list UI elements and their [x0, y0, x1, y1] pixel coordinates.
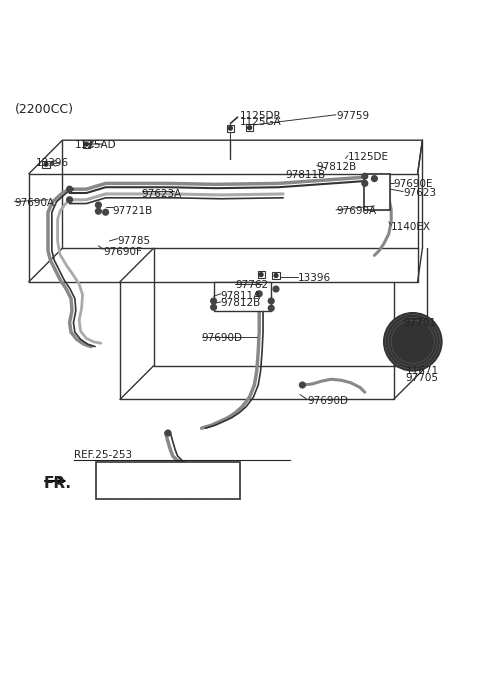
Text: 97690A: 97690A: [336, 206, 376, 216]
Bar: [96, 462, 240, 499]
Circle shape: [268, 298, 274, 304]
Text: 97785: 97785: [118, 236, 151, 246]
Text: 13396: 13396: [298, 273, 331, 283]
Circle shape: [211, 305, 216, 310]
Text: 11671: 11671: [406, 365, 439, 375]
Text: 97811B: 97811B: [286, 170, 326, 180]
Circle shape: [103, 210, 108, 215]
Text: REF.25-253: REF.25-253: [74, 450, 132, 460]
Text: 13396: 13396: [36, 158, 69, 168]
Circle shape: [396, 324, 430, 359]
Text: 97811A: 97811A: [221, 290, 261, 301]
Circle shape: [406, 334, 420, 349]
Text: 97623: 97623: [403, 188, 436, 198]
Text: (2200CC): (2200CC): [14, 102, 73, 115]
Bar: [83, 140, 90, 148]
Circle shape: [96, 208, 101, 214]
Text: 97705: 97705: [406, 373, 439, 384]
Bar: [272, 272, 279, 279]
Circle shape: [362, 181, 368, 186]
Bar: [214, 282, 271, 311]
Bar: [258, 271, 265, 278]
Text: 1125AD: 1125AD: [74, 140, 116, 150]
Circle shape: [256, 291, 262, 297]
Circle shape: [165, 430, 171, 436]
Text: 97690D: 97690D: [307, 396, 348, 406]
Text: FR.: FR.: [43, 476, 71, 491]
Bar: [246, 124, 253, 131]
Text: 97690A: 97690A: [14, 197, 55, 208]
Bar: [364, 174, 390, 210]
Circle shape: [228, 126, 232, 130]
Text: 97721B: 97721B: [113, 206, 153, 216]
Text: 1125DR: 1125DR: [240, 111, 282, 121]
Circle shape: [84, 142, 88, 146]
Bar: [42, 160, 49, 168]
Circle shape: [300, 382, 305, 388]
Circle shape: [67, 197, 72, 203]
Text: 97759: 97759: [336, 111, 369, 121]
Text: 97690D: 97690D: [202, 333, 242, 343]
Circle shape: [96, 202, 101, 208]
Circle shape: [211, 298, 216, 304]
Circle shape: [384, 313, 442, 371]
Circle shape: [372, 176, 377, 181]
Circle shape: [67, 186, 72, 192]
Text: 1125GA: 1125GA: [240, 117, 282, 127]
Circle shape: [268, 305, 274, 311]
Text: 97812B: 97812B: [317, 162, 357, 172]
Circle shape: [362, 173, 368, 179]
Text: 97690E: 97690E: [394, 179, 433, 189]
Text: 97623A: 97623A: [142, 189, 182, 199]
Circle shape: [248, 126, 252, 129]
Text: 97690F: 97690F: [103, 247, 142, 257]
Text: 97762: 97762: [235, 280, 268, 290]
Bar: [227, 125, 234, 132]
Text: 97812B: 97812B: [221, 299, 261, 309]
Text: REF.25-253: REF.25-253: [74, 450, 132, 460]
Text: 97701: 97701: [403, 317, 436, 328]
Circle shape: [44, 162, 48, 166]
Text: 1140EX: 1140EX: [391, 222, 431, 232]
Circle shape: [273, 286, 279, 292]
Circle shape: [274, 274, 278, 278]
Text: 1125DE: 1125DE: [348, 152, 389, 162]
Circle shape: [259, 273, 263, 276]
